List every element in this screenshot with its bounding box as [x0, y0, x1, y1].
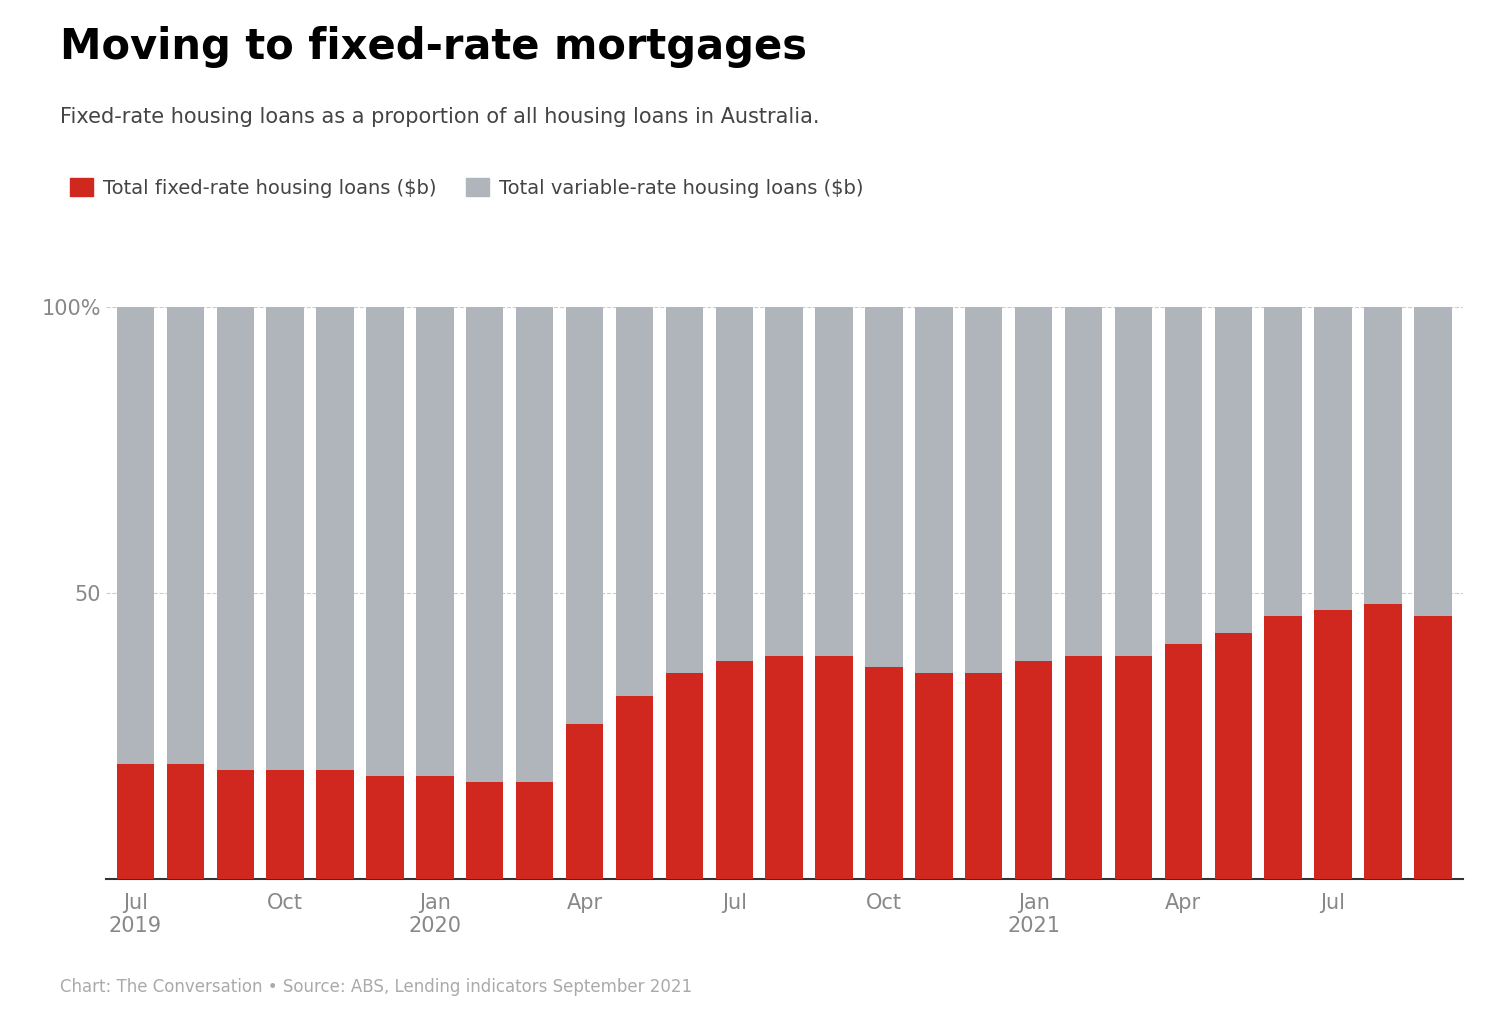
Text: Moving to fixed-rate mortgages: Moving to fixed-rate mortgages	[60, 26, 807, 67]
Bar	[217, 771, 253, 879]
Bar	[965, 672, 1003, 879]
Bar	[615, 696, 653, 879]
Bar	[1065, 656, 1102, 879]
Bar	[1015, 661, 1053, 879]
Bar	[267, 771, 305, 879]
Bar	[1114, 307, 1152, 656]
Bar	[1065, 307, 1102, 656]
Bar	[267, 307, 305, 771]
Bar	[1415, 615, 1452, 879]
Bar	[615, 307, 653, 696]
Bar	[1164, 644, 1202, 879]
Bar	[167, 764, 204, 879]
Bar	[116, 764, 154, 879]
Bar	[116, 307, 154, 764]
Bar	[816, 307, 852, 656]
Bar	[1214, 307, 1252, 633]
Bar	[1264, 307, 1301, 615]
Bar	[816, 656, 852, 879]
Bar	[516, 782, 553, 879]
Bar	[366, 776, 404, 879]
Bar	[1365, 604, 1401, 879]
Bar	[1415, 307, 1452, 615]
Bar	[1365, 307, 1401, 604]
Bar	[416, 776, 454, 879]
Bar	[566, 307, 603, 725]
Bar	[766, 307, 802, 656]
Bar	[317, 307, 354, 771]
Bar	[217, 307, 253, 771]
Bar	[1164, 307, 1202, 644]
Bar	[416, 307, 454, 776]
Bar	[866, 667, 903, 879]
Text: Fixed-rate housing loans as a proportion of all housing loans in Australia.: Fixed-rate housing loans as a proportion…	[60, 107, 820, 128]
Bar	[1315, 307, 1351, 610]
Bar	[516, 307, 553, 782]
Bar	[716, 661, 752, 879]
Bar	[167, 307, 204, 764]
Bar	[466, 782, 504, 879]
Bar	[665, 307, 703, 672]
Bar	[716, 307, 752, 661]
Bar	[866, 307, 903, 667]
Bar	[1114, 656, 1152, 879]
Bar	[317, 771, 354, 879]
Bar	[965, 307, 1003, 672]
Bar	[466, 307, 504, 782]
Text: Chart: The Conversation • Source: ABS, Lending indicators September 2021: Chart: The Conversation • Source: ABS, L…	[60, 978, 692, 996]
Bar	[1315, 610, 1351, 879]
Bar	[1264, 615, 1301, 879]
Bar	[915, 672, 953, 879]
Bar	[366, 307, 404, 776]
Bar	[915, 307, 953, 672]
Bar	[1015, 307, 1053, 661]
Bar	[566, 725, 603, 879]
Legend: Total fixed-rate housing loans ($b), Total variable-rate housing loans ($b): Total fixed-rate housing loans ($b), Tot…	[69, 179, 863, 197]
Bar	[766, 656, 802, 879]
Bar	[1214, 633, 1252, 879]
Bar	[665, 672, 703, 879]
